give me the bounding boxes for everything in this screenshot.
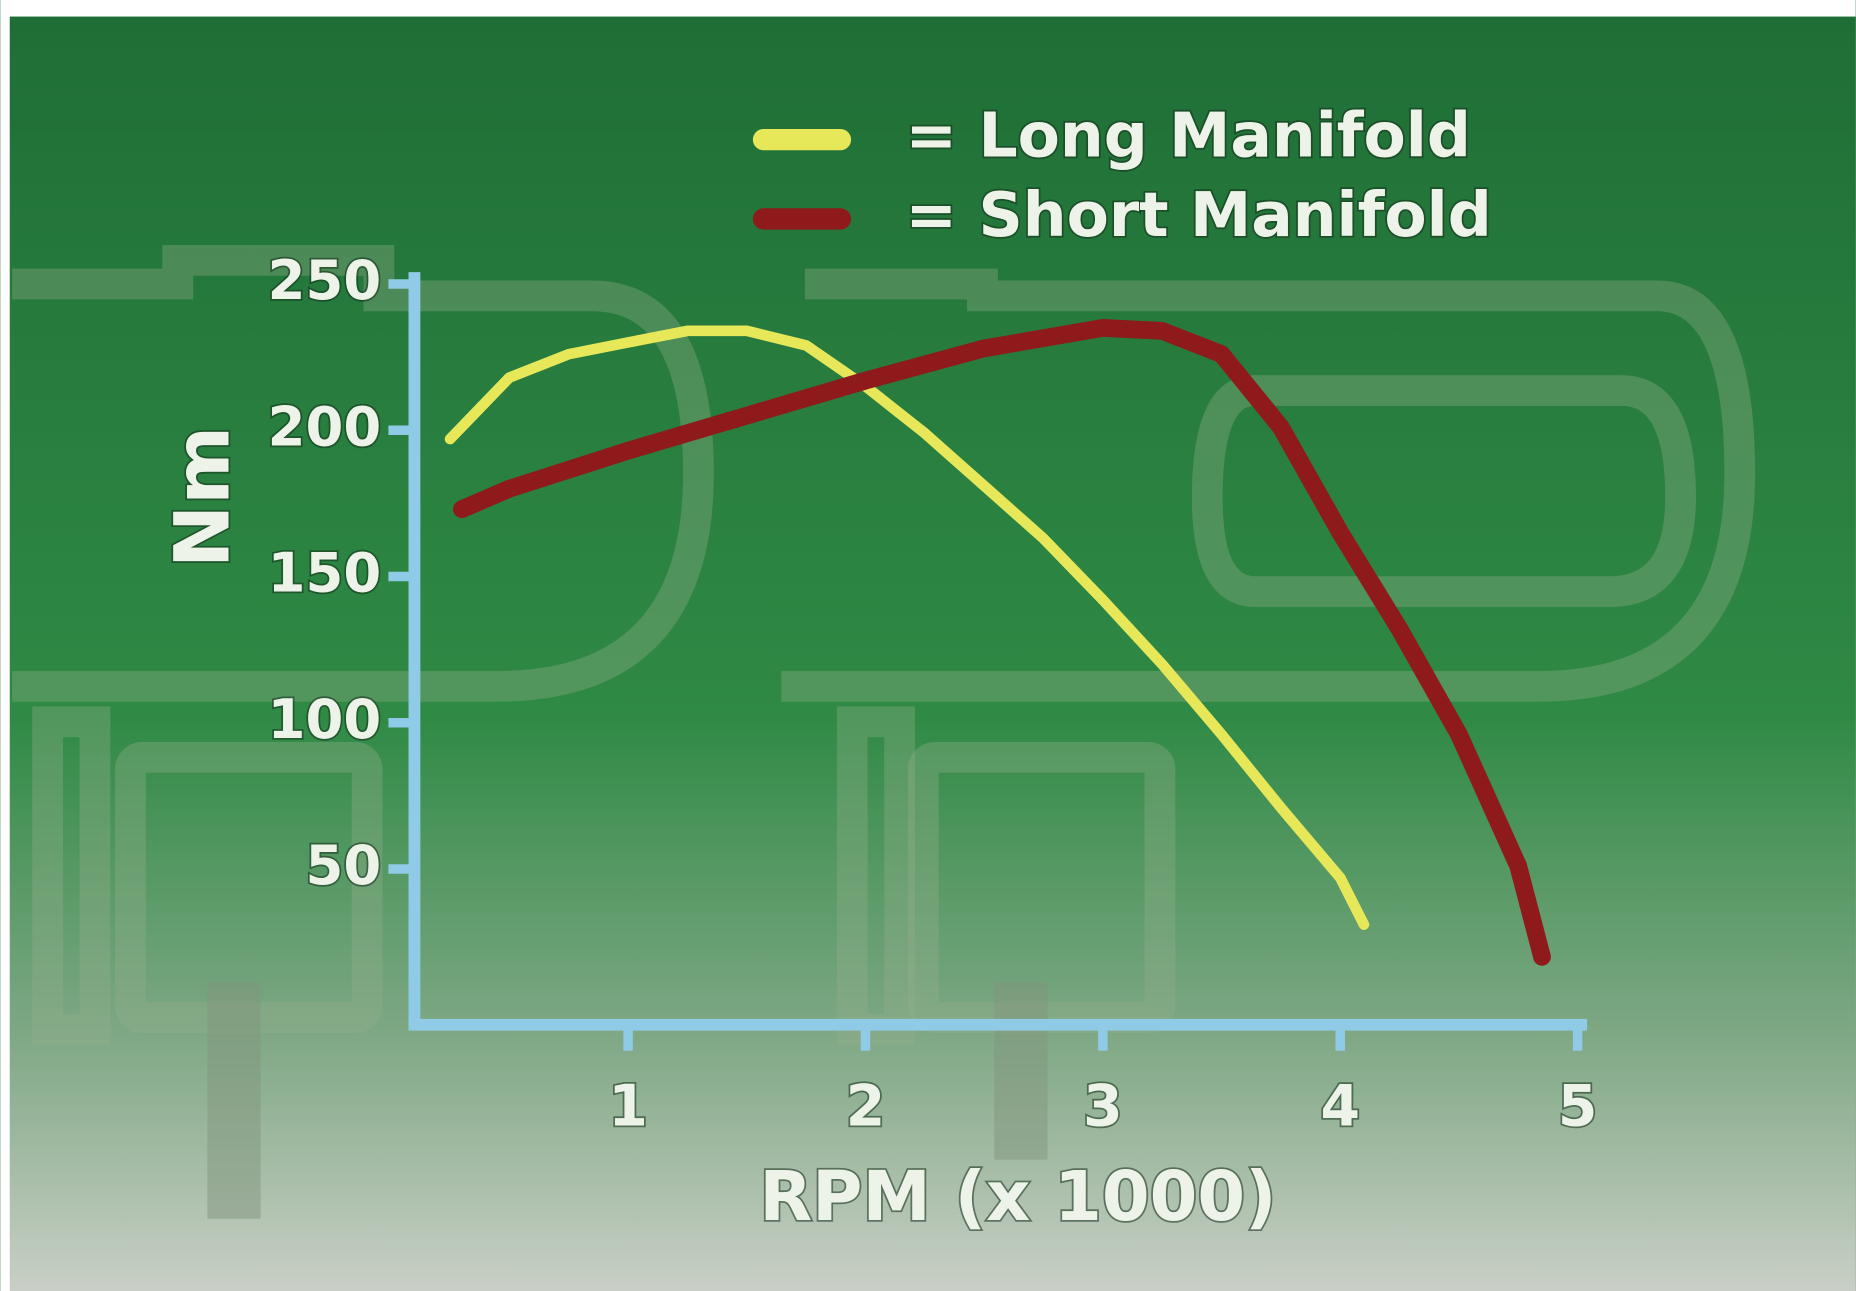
piston-rod bbox=[207, 982, 260, 1219]
x-axis-title: RPM (x 1000) bbox=[759, 1157, 1276, 1237]
legend-label: = Long Manifold bbox=[906, 100, 1471, 172]
x-tick-label: 4 bbox=[1320, 1074, 1360, 1140]
x-tick-label: 5 bbox=[1558, 1074, 1598, 1140]
x-tick-label: 2 bbox=[846, 1074, 886, 1140]
piston-rod bbox=[994, 982, 1047, 1159]
page: {"chart_data": { "type": "line", "x_labe… bbox=[0, 0, 1856, 1291]
x-tick-label: 3 bbox=[1083, 1074, 1123, 1140]
chart: Nm RPM (x 1000) 50 100 150 200 250 1 2 3 4 5 = Lon… bbox=[0, 0, 1856, 1291]
y-tick-label: 250 bbox=[268, 248, 382, 312]
y-tick-label: 50 bbox=[306, 833, 382, 897]
y-tick-label: 150 bbox=[268, 541, 382, 605]
y-axis-title: Nm bbox=[158, 426, 246, 568]
y-tick-label: 200 bbox=[268, 394, 382, 458]
legend-label: = Short Manifold bbox=[906, 179, 1492, 251]
x-tick-label: 1 bbox=[608, 1074, 648, 1140]
y-tick-label: 100 bbox=[268, 687, 382, 751]
